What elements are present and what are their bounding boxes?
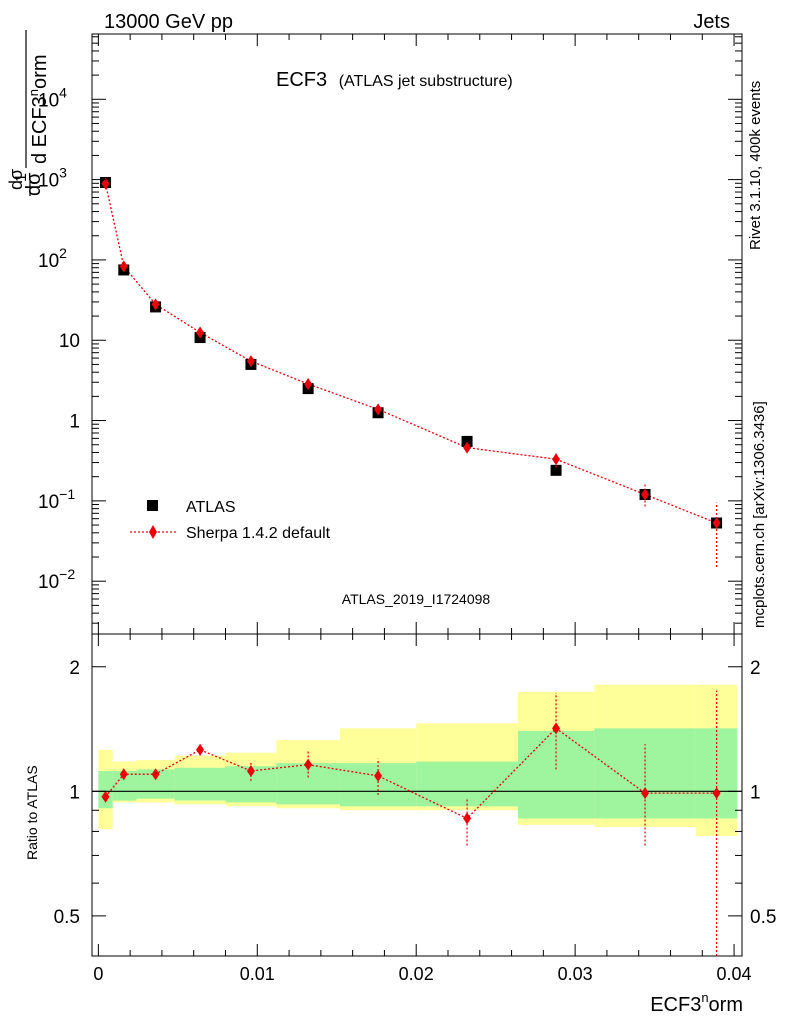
ylabel-prefix-one: 1 bbox=[13, 173, 30, 182]
mc-data-point bbox=[712, 517, 721, 530]
ylabel-d-sigma: dσ bbox=[23, 172, 45, 196]
y-tick-label: 104 bbox=[38, 84, 67, 111]
legend-mc-label: Sherpa 1.4.2 default bbox=[186, 525, 331, 542]
ratio-band-inner bbox=[416, 761, 518, 807]
process-label: Jets bbox=[693, 11, 730, 33]
x-tick-label: 0.04 bbox=[717, 964, 752, 984]
mc-data-point bbox=[641, 488, 650, 501]
ratio-y-tick-label-left: 2 bbox=[69, 658, 80, 679]
ratio-y-tick-label-right: 1 bbox=[750, 782, 761, 803]
ratio-mc-point bbox=[151, 768, 160, 781]
ylabel-frac-den: d ECF3norm bbox=[26, 55, 51, 165]
mc-data-point bbox=[552, 453, 561, 466]
chart-title: ECF3 (ATLAS jet substructure) bbox=[276, 69, 513, 91]
ratio-band-inner bbox=[112, 770, 137, 801]
rivet-label: Rivet 3.1.10, 400k events bbox=[747, 81, 764, 250]
x-tick-label: 0.02 bbox=[399, 964, 434, 984]
y-tick-label: 10−2 bbox=[38, 566, 75, 593]
chart-title-main: ECF3 bbox=[276, 69, 327, 91]
atlas-data-point bbox=[550, 464, 562, 476]
mc-data-point bbox=[463, 441, 472, 454]
legend-data-marker bbox=[147, 500, 158, 511]
mc-data-point bbox=[304, 378, 313, 391]
analysis-id-label: ATLAS_2019_I1724098 bbox=[342, 591, 491, 607]
legend-data-label: ATLAS bbox=[186, 499, 236, 516]
ratio-mc-point bbox=[101, 790, 110, 803]
x-axis-label: ECF3norm bbox=[650, 990, 743, 1016]
x-tick-label: 0.01 bbox=[240, 964, 275, 984]
mc-series-line bbox=[104, 183, 717, 524]
ratio-mc-point bbox=[463, 812, 472, 825]
ratio-mc-point bbox=[246, 764, 255, 777]
mc-data-point bbox=[246, 355, 255, 368]
mc-data-point bbox=[196, 326, 205, 339]
ylabel-frac-num: dσ bbox=[6, 169, 26, 190]
main-plot-frame bbox=[91, 33, 743, 635]
mc-data-point bbox=[374, 403, 383, 416]
ratio-plot-frame bbox=[91, 633, 743, 957]
ratio-mc-point bbox=[304, 758, 313, 771]
mcplots-label: mcplots.cern.ch [arXiv:1306.3436] bbox=[751, 401, 768, 628]
x-tick-label: 0 bbox=[93, 964, 103, 984]
ratio-band-inner bbox=[98, 770, 113, 809]
ratio-mc-point bbox=[374, 769, 383, 782]
ratio-ylabel: Ratio to ATLAS bbox=[24, 765, 40, 860]
y-tick-label: 1 bbox=[69, 412, 80, 433]
ratio-band-inner bbox=[695, 728, 738, 819]
ratio-y-tick-label-left: 1 bbox=[69, 782, 80, 803]
energy-label: 13000 GeV pp bbox=[104, 11, 233, 33]
main-ylabel: dσ 1 dσ d ECF3norm bbox=[6, 30, 51, 196]
chart-title-sub: (ATLAS jet substructure) bbox=[339, 73, 513, 90]
ratio-y-tick-label-right: 0.5 bbox=[750, 907, 776, 928]
y-tick-label: 102 bbox=[38, 245, 67, 272]
x-tick-label: 0.03 bbox=[558, 964, 593, 984]
legend-mc-marker bbox=[149, 525, 157, 539]
ratio-y-tick-label-left: 0.5 bbox=[54, 907, 80, 928]
legend: ATLAS Sherpa 1.4.2 default bbox=[130, 499, 331, 542]
ratio-mc-point bbox=[196, 743, 205, 756]
axes: 0 0.01 0.02 0.03 0.04 10−2 10−1 1 10 102 103 104 0.5… bbox=[38, 33, 776, 984]
ratio-plot-marks bbox=[101, 690, 721, 956]
y-tick-label: 10−1 bbox=[38, 486, 75, 513]
y-tick-label: 10 bbox=[59, 331, 80, 352]
ratio-mc-point bbox=[119, 768, 128, 781]
ratio-band-inner bbox=[174, 767, 226, 801]
ratio-mc-point bbox=[641, 787, 650, 800]
main-plot-marks bbox=[100, 177, 723, 568]
mc-data-point bbox=[119, 260, 128, 273]
ratio-band-inner bbox=[517, 730, 595, 819]
y-tick-label: 103 bbox=[38, 165, 67, 192]
ratio-mc-point bbox=[552, 722, 561, 735]
mc-data-point bbox=[101, 177, 110, 190]
ratio-mc-point bbox=[712, 787, 721, 800]
atlas-data-point bbox=[461, 435, 473, 447]
mc-data-point bbox=[151, 298, 160, 311]
ratio-y-tick-label-right: 2 bbox=[750, 658, 761, 679]
